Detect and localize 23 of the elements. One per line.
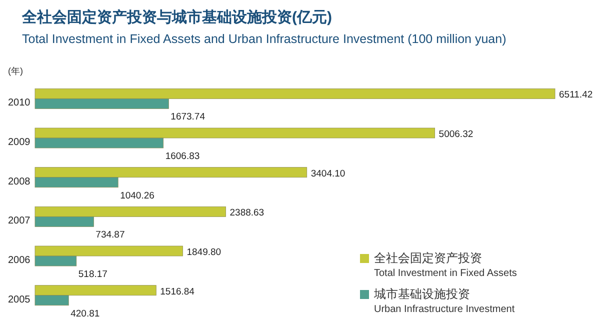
data-label: 6511.42 bbox=[559, 90, 593, 101]
y-tick-label: 2009 bbox=[8, 137, 31, 148]
data-label: 1849.80 bbox=[186, 247, 222, 258]
data-label: 5006.32 bbox=[438, 129, 474, 140]
y-tick-label: 2008 bbox=[8, 176, 31, 188]
chart-title: 全社会固定资产投资与城市基础设施投资(亿元) bbox=[21, 8, 332, 26]
y-tick-label: 2010 bbox=[8, 98, 31, 109]
legend-label: 城市基础设施投资 Urban Infrastructure Investment bbox=[373, 287, 515, 315]
data-label: 1040.26 bbox=[120, 190, 154, 202]
data-label: 1606.83 bbox=[165, 151, 200, 162]
data-label: 1673.74 bbox=[170, 112, 206, 123]
chart-subtitle: Total Investment in Fixed Assets and Urban Infrastructure Investment (100 million yuan) bbox=[22, 32, 506, 46]
legend-label: 全社会固定资产投资 Total Investment in Fixed Assets bbox=[374, 251, 517, 279]
data-label: 2388.63 bbox=[230, 208, 264, 219]
data-label: 1516.84 bbox=[160, 286, 194, 298]
data-label: 3404.10 bbox=[310, 168, 346, 180]
data-label: 420.81 bbox=[70, 308, 100, 320]
y-tick-label: 2005 bbox=[8, 294, 31, 306]
data-label: 734.87 bbox=[96, 230, 125, 241]
data-label: 518.17 bbox=[78, 269, 108, 280]
y-tick-label: 2006 bbox=[8, 255, 31, 266]
y-tick-label: 2007 bbox=[8, 216, 31, 227]
y-axis-title: (年) bbox=[8, 66, 23, 76]
